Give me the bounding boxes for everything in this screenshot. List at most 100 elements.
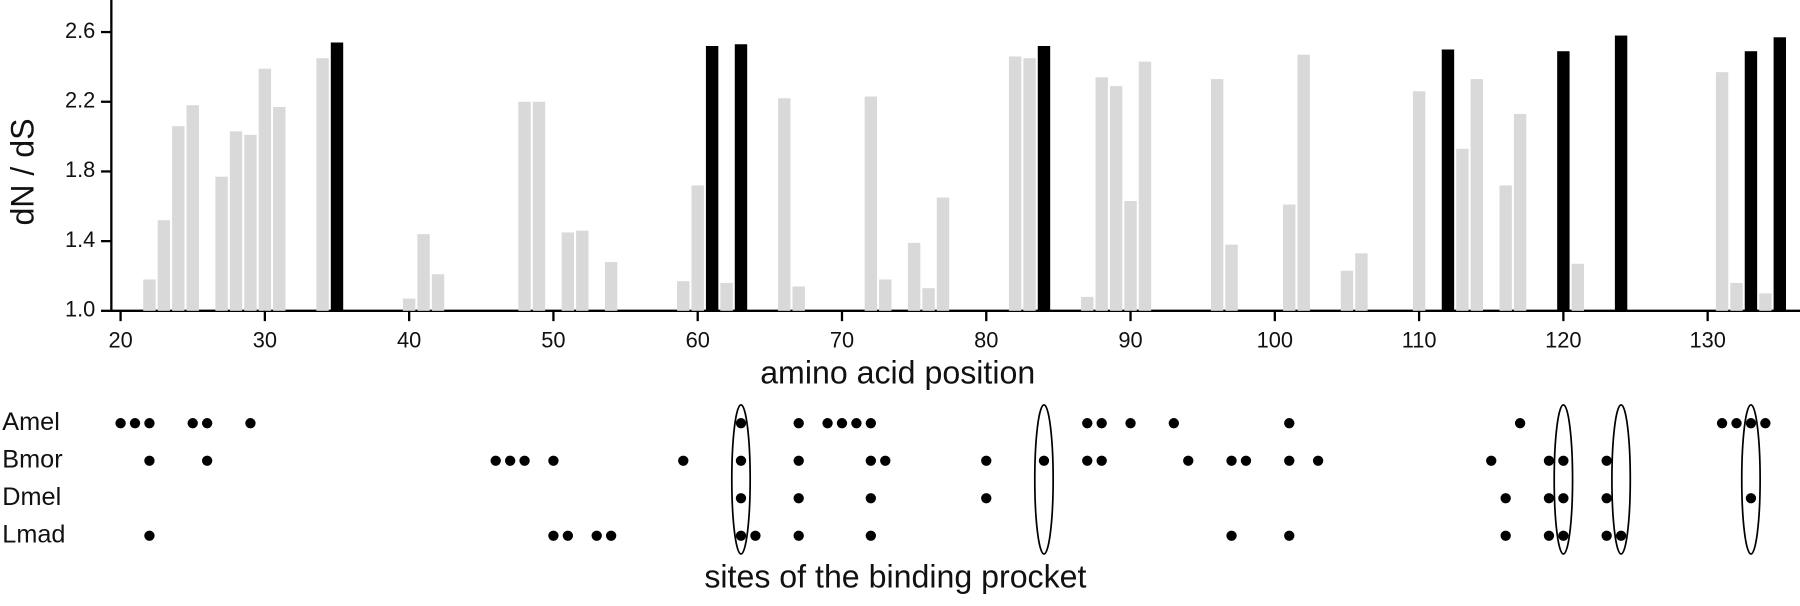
bar <box>431 274 445 311</box>
site-dot <box>1601 530 1612 541</box>
site-dot <box>793 493 804 504</box>
bar <box>1008 56 1022 311</box>
site-dot <box>1601 455 1612 466</box>
bar <box>229 131 243 311</box>
bar <box>143 279 156 311</box>
site-dot <box>1500 493 1511 504</box>
site-dot <box>1226 455 1237 466</box>
x-tick-label: 20 <box>108 328 132 353</box>
site-dot <box>1284 418 1295 429</box>
site-dot <box>880 455 891 466</box>
x-tick-label: 90 <box>1118 328 1142 353</box>
site-dot <box>1082 455 1093 466</box>
y-tick-label: 1.0 <box>65 297 95 322</box>
site-dot <box>562 530 574 541</box>
bar <box>604 262 618 311</box>
bar <box>907 242 921 311</box>
bar <box>1456 148 1469 311</box>
site-dot <box>548 455 559 466</box>
site-ellipse <box>1740 404 1761 555</box>
site-dot <box>735 418 747 429</box>
site-dot <box>1543 455 1555 466</box>
site-dot <box>1745 418 1757 429</box>
site-dot <box>793 530 804 541</box>
bar <box>186 105 199 311</box>
bar <box>1037 45 1051 311</box>
bar <box>705 45 719 311</box>
site-dot <box>504 455 516 466</box>
bar <box>157 220 171 311</box>
site-dot <box>490 455 501 466</box>
bar <box>1614 35 1628 311</box>
bar <box>1095 77 1108 311</box>
bar <box>1340 270 1354 311</box>
bar <box>677 281 690 311</box>
bar <box>778 98 791 311</box>
site-dot <box>735 493 747 504</box>
site-dot <box>1284 455 1295 466</box>
site-dot <box>201 418 213 429</box>
bar <box>1355 253 1368 311</box>
bar <box>1744 51 1758 311</box>
bar <box>172 126 185 311</box>
bar <box>734 44 748 311</box>
site-dot <box>750 530 761 541</box>
site-dot <box>981 455 992 466</box>
bar <box>1023 58 1036 311</box>
site-dot <box>1096 455 1107 466</box>
bar <box>1773 37 1787 311</box>
site-dot <box>129 418 141 429</box>
bar <box>215 176 228 311</box>
bar <box>258 68 272 311</box>
site-dot <box>1543 530 1555 541</box>
bar <box>1759 293 1772 311</box>
y-tick-label: 1.8 <box>65 157 95 182</box>
site-dot <box>245 418 256 429</box>
site-dot <box>1240 455 1252 466</box>
bar <box>316 58 329 311</box>
site-dot <box>519 455 530 466</box>
site-dot <box>144 530 155 541</box>
site-dot <box>115 418 126 429</box>
bar <box>518 101 531 311</box>
site-dot <box>1558 530 1569 541</box>
bar <box>1730 282 1743 311</box>
site-dot <box>1543 493 1555 504</box>
x-tick-label: 70 <box>830 328 854 353</box>
site-dot <box>1125 418 1136 429</box>
site-ellipse <box>1553 404 1574 555</box>
bar <box>1297 54 1310 311</box>
site-dot <box>981 493 992 504</box>
x-axis-label: amino acid position <box>760 355 1035 391</box>
site-dot <box>1312 455 1324 466</box>
bar <box>720 282 733 311</box>
site-dot <box>1082 418 1093 429</box>
species-label: Bmor <box>2 445 62 473</box>
site-dot <box>1168 418 1179 429</box>
bar <box>879 279 892 311</box>
bar <box>1225 244 1238 311</box>
site-dot <box>1615 530 1627 541</box>
bar <box>1499 185 1512 311</box>
y-axis-label: dN / dS <box>5 119 41 226</box>
site-ellipse <box>1611 404 1632 555</box>
bar <box>402 298 416 311</box>
x-tick-label: 50 <box>541 328 565 353</box>
site-dot <box>1486 455 1497 466</box>
site-dot <box>1745 493 1757 504</box>
species-label: Lmad <box>2 520 65 548</box>
site-dot <box>735 530 747 541</box>
dot-title: sites of the binding procket <box>704 559 1086 595</box>
site-dot <box>201 455 213 466</box>
bar <box>1210 79 1224 311</box>
site-dot <box>591 530 602 541</box>
site-dot <box>1601 493 1612 504</box>
x-tick-label: 120 <box>1545 328 1581 353</box>
site-dot <box>1716 418 1728 429</box>
bar <box>1513 113 1527 311</box>
bar <box>244 134 257 311</box>
bar <box>1470 79 1484 311</box>
site-dot <box>678 455 689 466</box>
x-tick-label: 80 <box>974 328 998 353</box>
